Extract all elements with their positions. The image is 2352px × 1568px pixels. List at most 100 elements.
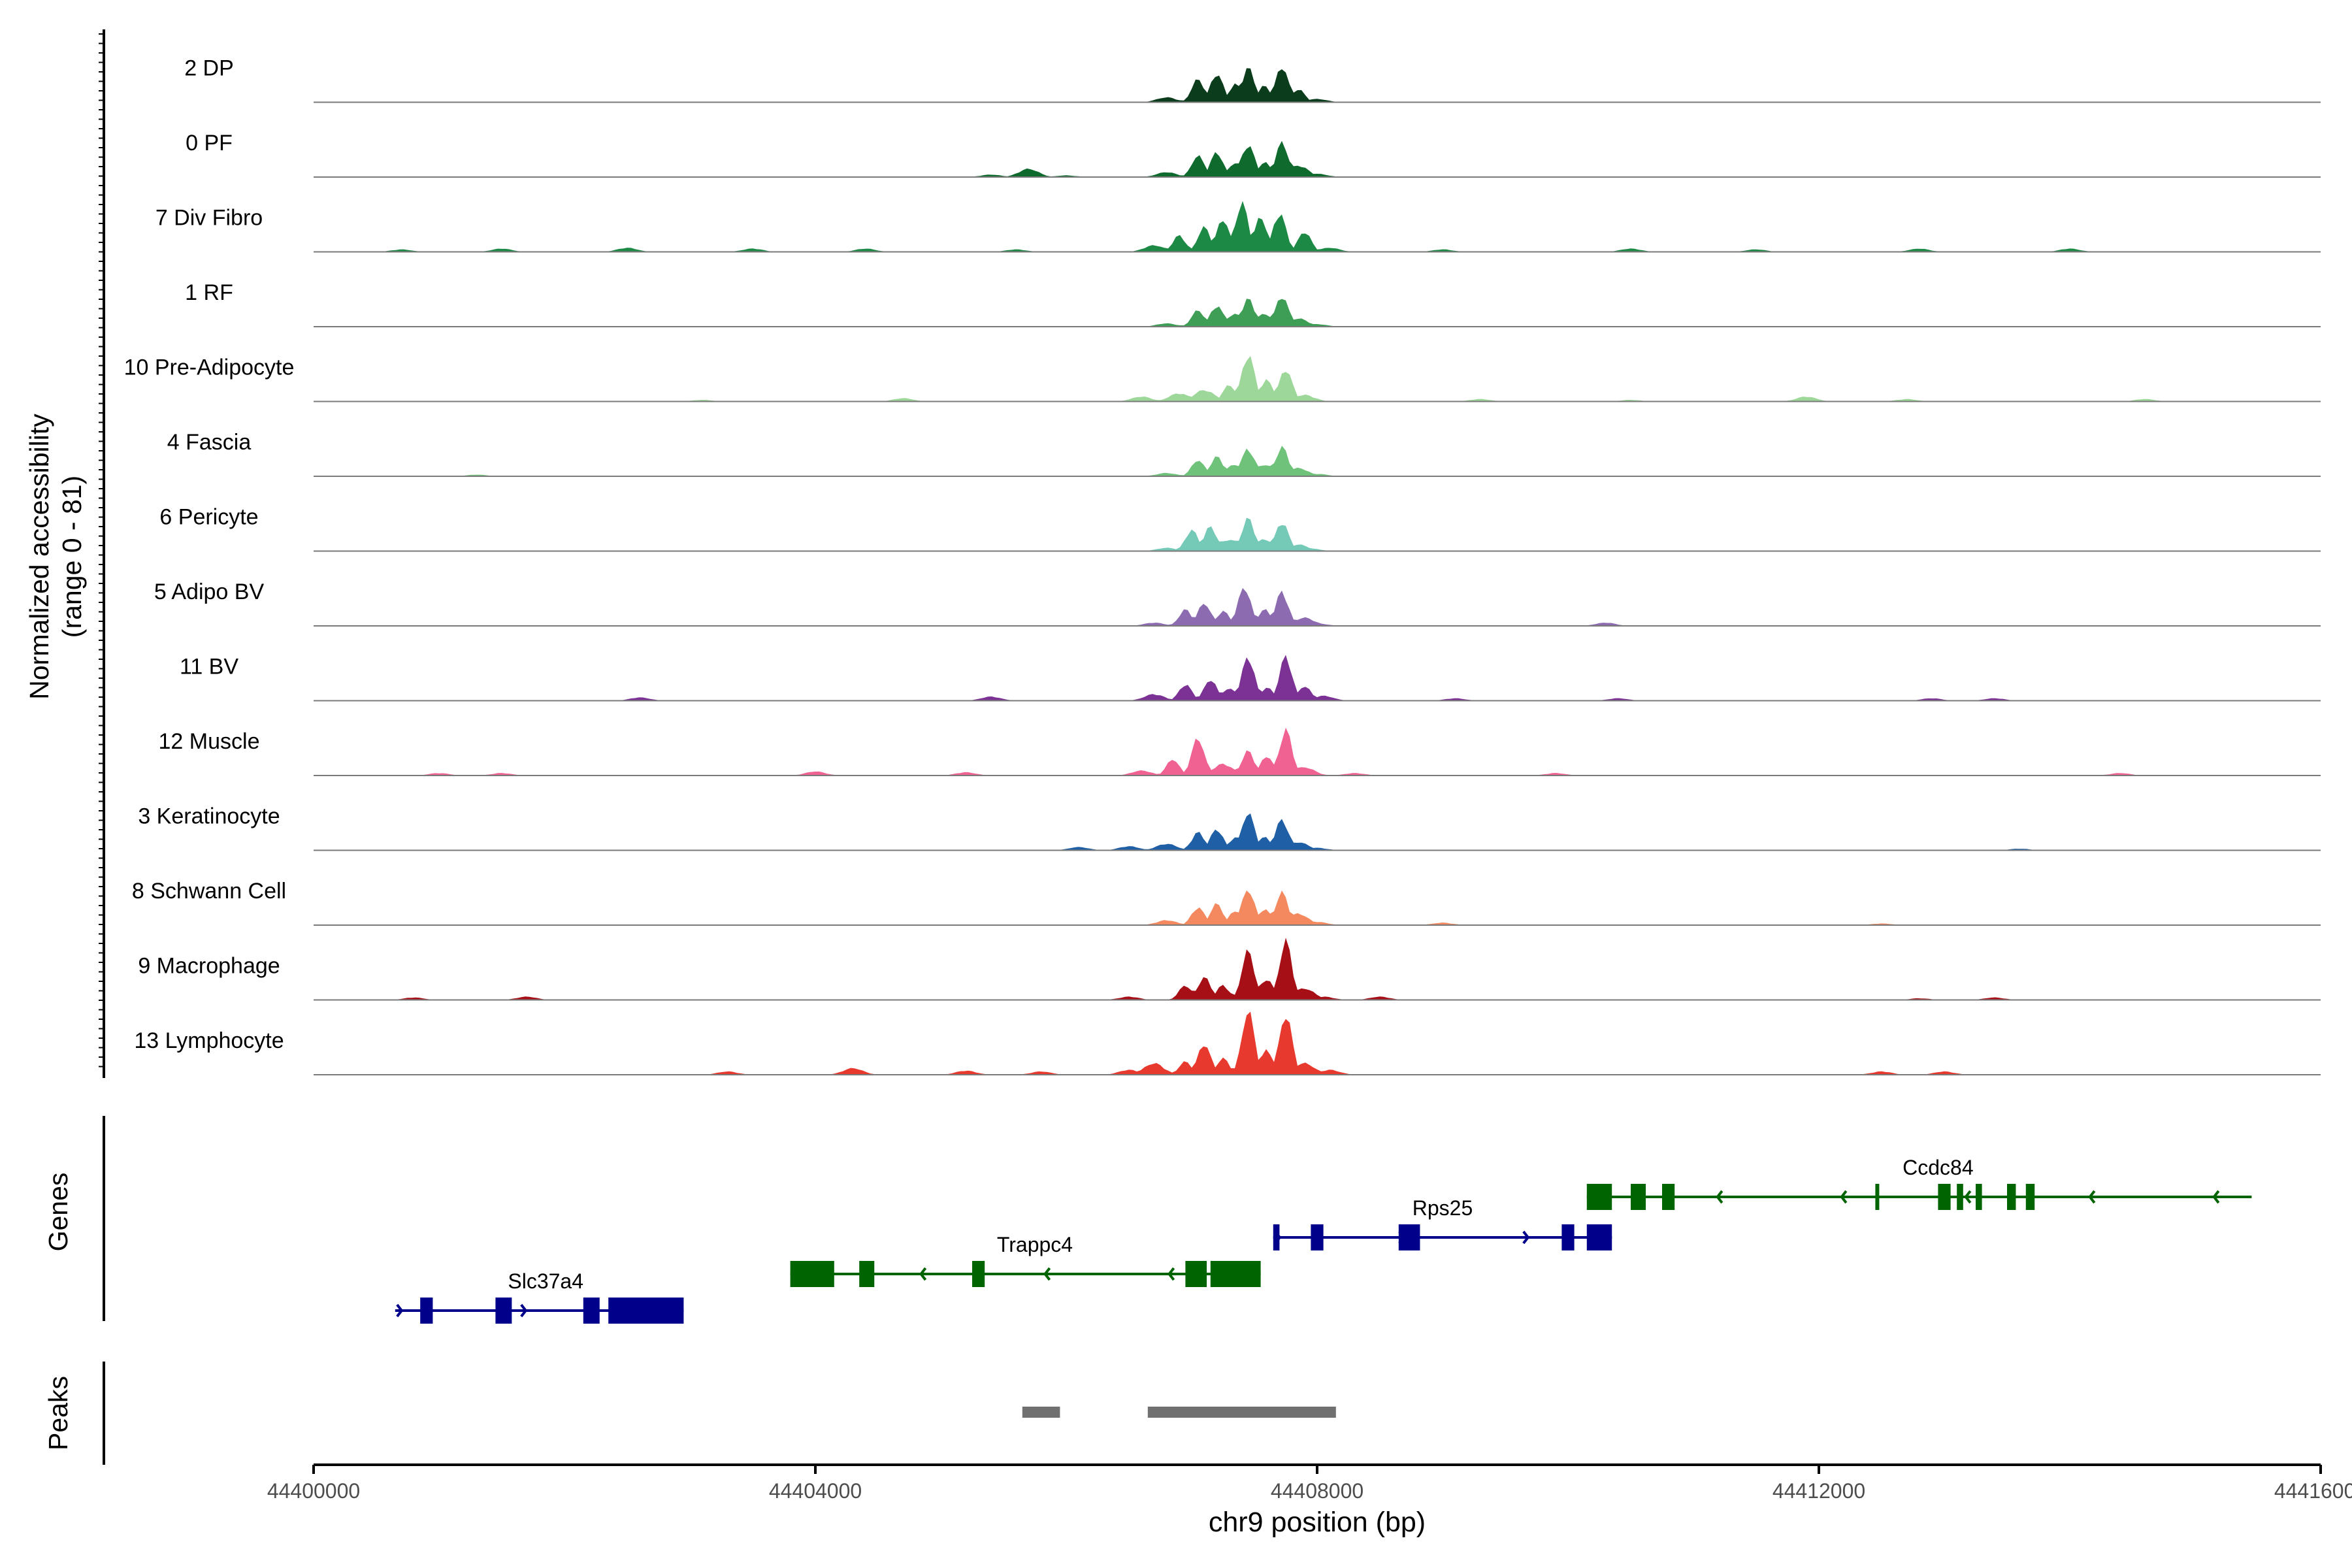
coverage-area: [314, 517, 2321, 551]
coverage-area: [314, 299, 2321, 327]
coverage-area: [314, 727, 2321, 776]
strand-arrow: [919, 1267, 927, 1281]
gene-ccdc84: Ccdc84: [1586, 1156, 2252, 1210]
track-label: 3 Keratinocyte: [138, 804, 280, 829]
strand-arrow: [1522, 1230, 1530, 1245]
coverage-area: [314, 355, 2321, 402]
track-1-rf: 1 RF: [185, 280, 2321, 327]
track-label: 0 PF: [186, 131, 233, 155]
exon: [1561, 1224, 1575, 1250]
coverage-area: [314, 655, 2321, 701]
gene-label: Trappc4: [997, 1233, 1073, 1256]
genomic-x-axis: 44400000 44404000 44408000 44412000 44416000: [267, 1463, 2352, 1503]
gene-slc37a4: Slc37a4: [395, 1269, 684, 1324]
track-8-schwann-cell: 8 Schwann Cell: [132, 879, 2321, 926]
track-0-pf: 0 PF: [186, 131, 2321, 178]
track-3-keratinocyte: 3 Keratinocyte: [138, 804, 2321, 851]
track-label: 7 Div Fibro: [155, 206, 263, 231]
track-10-pre-adipocyte: 10 Pre-Adipocyte: [124, 355, 2321, 402]
exon: [1398, 1224, 1420, 1250]
coverage-area: [314, 588, 2321, 626]
exon: [1631, 1184, 1646, 1210]
exon: [2007, 1184, 2016, 1210]
track-label: 2 DP: [184, 56, 234, 81]
exon: [790, 1261, 834, 1287]
track-label: 11 BV: [180, 655, 238, 679]
coverage-area: [314, 446, 2321, 476]
track-13-lymphocyte: 13 Lymphocyte: [134, 1011, 2321, 1075]
strand-arrow: [1964, 1190, 1972, 1204]
exon: [2025, 1184, 2035, 1210]
x-tick-label: 44416000: [2274, 1479, 2352, 1503]
exon: [1586, 1184, 1612, 1210]
peaks-track: [1022, 1407, 1336, 1418]
strand-arrow: [2088, 1190, 2096, 1204]
strand-arrow: [1716, 1190, 1723, 1204]
exon: [1311, 1224, 1324, 1250]
coverage-area: [314, 938, 2321, 1000]
exon: [972, 1261, 985, 1287]
track-label: 13 Lymphocyte: [134, 1028, 284, 1053]
strand-arrow: [396, 1303, 404, 1318]
exon: [859, 1261, 875, 1287]
exon: [1273, 1224, 1280, 1250]
coverage-area: [314, 201, 2321, 252]
strand-arrow: [2212, 1190, 2220, 1204]
track-12-muscle: 12 Muscle: [159, 727, 2321, 776]
x-tick-label: 44404000: [769, 1479, 862, 1503]
strand-arrow: [1168, 1267, 1175, 1281]
x-tick-label: 44408000: [1271, 1479, 1364, 1503]
gene-annotation-track: Slc37a4 Trappc4 Rps25 Ccdc84: [395, 1156, 2252, 1324]
track-label: 6 Pericyte: [159, 505, 258, 530]
coverage-tracks: 2 DP 0 PF 7 Div Fibro 1 RF 10 Pre-Adipocyte 4…: [124, 56, 2321, 1075]
strand-arrow: [1043, 1267, 1051, 1281]
exon: [1662, 1184, 1675, 1210]
track-label: 8 Schwann Cell: [132, 879, 286, 904]
strand-arrow: [520, 1303, 528, 1318]
track-2-dp: 2 DP: [184, 56, 2321, 103]
exon: [1938, 1184, 1951, 1210]
x-tick-label: 44412000: [1772, 1479, 1865, 1503]
exon: [1185, 1261, 1207, 1287]
track-label: 5 Adipo BV: [154, 580, 265, 604]
peak-region: [1147, 1407, 1336, 1418]
track-label: 9 Macrophage: [138, 954, 280, 979]
track-4-fascia: 4 Fascia: [167, 430, 2321, 477]
track-7-div-fibro: 7 Div Fibro: [155, 201, 2321, 253]
exon: [495, 1298, 512, 1324]
coverage-area: [314, 1011, 2321, 1075]
peaks-panel-label: Peaks: [43, 1376, 73, 1450]
y-axis-label: Normalized accessibility: [24, 414, 54, 700]
exon: [1976, 1184, 1982, 1210]
track-9-macrophage: 9 Macrophage: [138, 938, 2321, 1001]
peak-region: [1022, 1407, 1060, 1418]
track-11-bv: 11 BV: [180, 655, 2321, 702]
x-axis-label: chr9 position (bp): [1209, 1507, 1426, 1538]
track-5-adipo-bv: 5 Adipo BV: [154, 580, 2321, 627]
gene-label: Ccdc84: [1903, 1156, 1974, 1179]
genes-panel-label: Genes: [43, 1173, 73, 1252]
x-tick-label: 44400000: [267, 1479, 360, 1503]
gene-label: Slc37a4: [508, 1269, 583, 1293]
exon: [1210, 1261, 1261, 1287]
track-label: 4 Fascia: [167, 430, 252, 455]
coverage-area: [314, 68, 2321, 103]
exon: [1586, 1224, 1612, 1250]
exon: [583, 1298, 600, 1324]
gene-rps25: Rps25: [1273, 1196, 1612, 1250]
exon: [1957, 1184, 1963, 1210]
exon: [608, 1298, 684, 1324]
exon: [1875, 1184, 1880, 1210]
track-6-pericyte: 6 Pericyte: [159, 505, 2321, 552]
track-label: 1 RF: [185, 280, 233, 305]
track-label: 12 Muscle: [159, 729, 260, 754]
accessibility-y-axis: [99, 29, 105, 1078]
exon: [420, 1298, 433, 1324]
coverage-area: [314, 813, 2321, 851]
coverage-area: [314, 890, 2321, 925]
gene-label: Rps25: [1413, 1196, 1473, 1220]
track-label: 10 Pre-Adipocyte: [124, 355, 295, 380]
coverage-area: [314, 140, 2321, 177]
strand-arrow: [1840, 1190, 1848, 1204]
